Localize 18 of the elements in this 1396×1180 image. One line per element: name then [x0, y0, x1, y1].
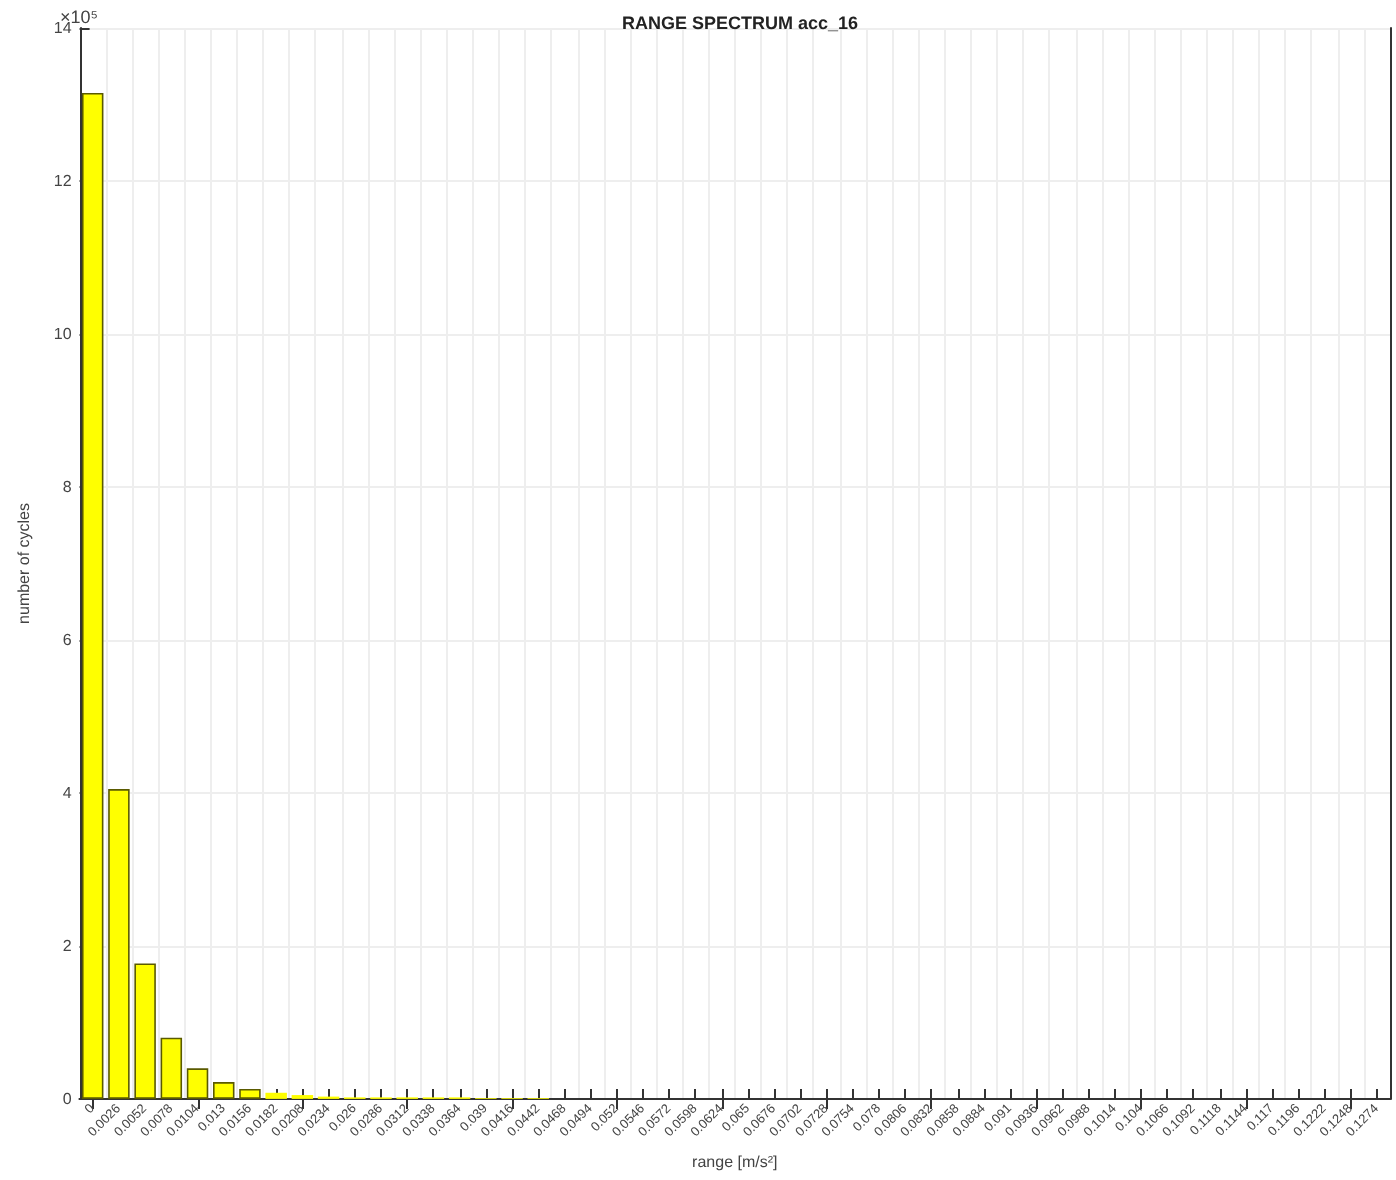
bar: [213, 1082, 235, 1099]
bar: [108, 789, 130, 1099]
y-tick-label: 12: [53, 171, 73, 190]
bar: [265, 1092, 287, 1099]
bar: [239, 1088, 261, 1099]
y-tick-label: 2: [62, 936, 73, 955]
bar: [134, 963, 156, 1099]
chart-title: RANGE SPECTRUM acc_16: [621, 13, 859, 33]
bar: [160, 1037, 183, 1099]
y-tick-label: 8: [62, 477, 73, 496]
x-axis-title: range [m/s²]: [692, 1153, 778, 1171]
y-axis-title: number of cycles: [15, 502, 33, 624]
y-tick-label: 4: [62, 783, 73, 802]
y-tick-label: 6: [62, 630, 73, 649]
bar: [81, 93, 104, 1099]
y-tick-label: 10: [53, 324, 73, 343]
y-tick-label: 0: [62, 1089, 73, 1108]
bar: [186, 1068, 209, 1099]
